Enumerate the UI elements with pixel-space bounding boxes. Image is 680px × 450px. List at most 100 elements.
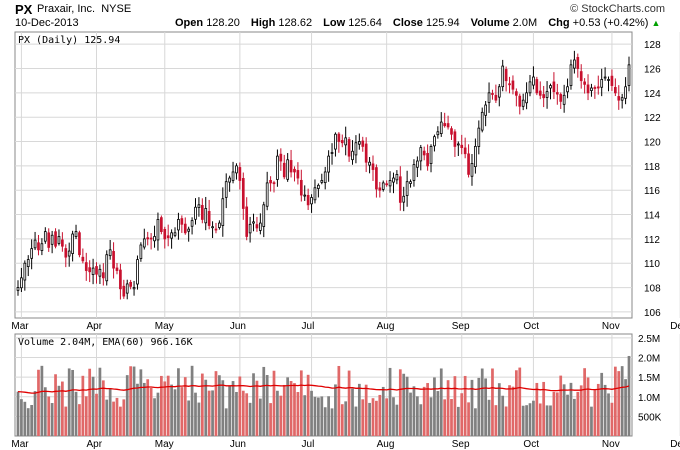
candle: [392, 177, 395, 183]
volume-bar: [460, 393, 464, 436]
volume-bar: [569, 382, 573, 436]
candle: [494, 94, 498, 101]
volume-bar: [562, 384, 566, 436]
volume-bar: [153, 398, 156, 436]
candle: [450, 128, 453, 135]
candle: [368, 161, 371, 166]
candle: [101, 272, 105, 279]
y-tick-label: 126: [644, 65, 661, 76]
volume-bar: [610, 402, 614, 436]
candle: [330, 152, 334, 154]
candle: [470, 163, 474, 177]
candle: [207, 211, 211, 226]
y-tick-label: 124: [644, 89, 661, 100]
candle: [204, 208, 208, 224]
candle: [98, 268, 102, 277]
candle: [347, 139, 351, 157]
volume-bar: [30, 404, 34, 436]
volume-bar: [613, 366, 617, 436]
chart-header: PX Praxair, Inc. NYSE 10-Dec-2013 © Stoc…: [0, 0, 680, 32]
volume-bar: [624, 379, 627, 436]
candle: [108, 249, 112, 257]
volume-bar: [159, 375, 163, 436]
volume-bar: [74, 391, 78, 436]
volume-bar: [593, 390, 597, 436]
candle: [371, 163, 375, 170]
volume-bar: [477, 377, 481, 436]
x-tick-label: Sep: [452, 439, 470, 450]
volume-bar: [518, 367, 522, 436]
candle: [228, 177, 231, 183]
volume-bar: [187, 400, 191, 436]
volume-bar: [33, 391, 37, 436]
candle: [211, 226, 214, 229]
volume-bar: [23, 401, 27, 436]
candle: [26, 259, 30, 267]
candle: [436, 131, 440, 136]
candle: [54, 231, 57, 247]
volume-bar: [200, 373, 204, 436]
candle: [614, 87, 617, 94]
y-tick-label: 110: [644, 259, 660, 270]
volume-bar: [224, 408, 228, 436]
volume-bar: [627, 355, 631, 436]
candle: [344, 137, 348, 146]
candle: [231, 171, 235, 181]
candle: [398, 176, 402, 203]
volume-bar: [170, 384, 173, 436]
volume-bar: [71, 369, 74, 436]
volume-bar: [279, 395, 283, 436]
volume-bar: [340, 404, 344, 436]
volume-bar: [112, 401, 115, 436]
volume-bar: [313, 396, 317, 436]
candle: [252, 221, 255, 224]
volume-bar: [347, 370, 351, 436]
candle: [183, 223, 187, 234]
volume-bar: [132, 366, 136, 436]
volume-bar: [497, 383, 501, 436]
x-tick-label: Jul: [302, 439, 315, 450]
volume-bar: [607, 393, 610, 436]
candle: [627, 64, 631, 86]
candle: [327, 155, 330, 173]
candle: [47, 232, 51, 248]
volume-bar: [241, 390, 245, 436]
volume-bar: [357, 383, 361, 436]
volume-bar: [91, 376, 95, 436]
company-name: Praxair, Inc. NYSE: [37, 3, 132, 15]
candle: [538, 90, 542, 96]
volume-bar: [344, 401, 348, 436]
candle: [528, 81, 532, 94]
volume-bar: [491, 368, 494, 436]
candle: [190, 220, 194, 227]
y-tick-label: 122: [644, 113, 661, 124]
candle: [146, 237, 150, 240]
volume-bar: [388, 367, 392, 436]
candle: [354, 142, 358, 156]
candle: [579, 71, 583, 82]
candle: [160, 217, 163, 232]
candle: [115, 267, 119, 271]
volume-bar: [323, 407, 327, 436]
candle: [320, 180, 324, 183]
volume-bar: [248, 402, 252, 436]
candle: [573, 59, 576, 69]
x-tick-label: Sep: [452, 321, 470, 332]
x-tick-label: Dec: [670, 439, 680, 450]
candle: [480, 111, 484, 131]
volume-bar: [81, 375, 85, 436]
volume-bar: [183, 377, 187, 436]
candle: [163, 228, 167, 240]
candle: [282, 162, 286, 178]
volume-bar: [54, 374, 57, 436]
x-tick-label: Jul: [302, 321, 315, 332]
volume-bar: [426, 383, 429, 436]
volume-bar: [20, 399, 23, 436]
volume-bar: [405, 376, 409, 436]
volume-bar: [105, 399, 109, 436]
candle: [313, 187, 317, 201]
candle: [617, 96, 621, 101]
volume-bar: [211, 390, 214, 436]
volume-bar: [416, 396, 419, 436]
